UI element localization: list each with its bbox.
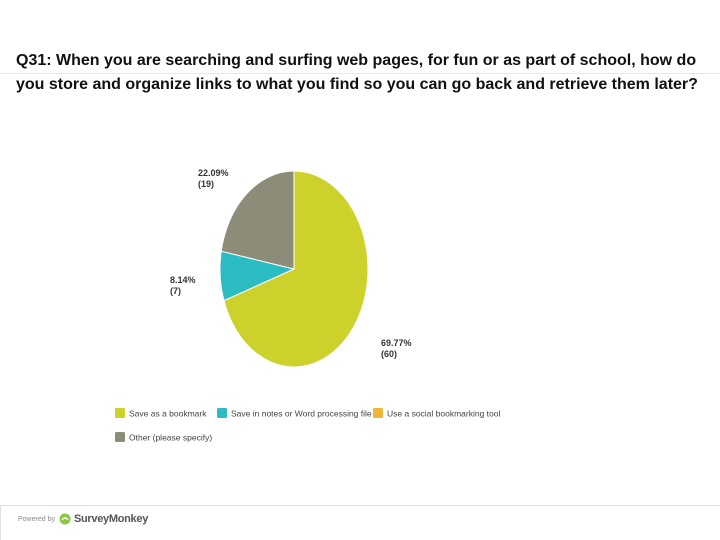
legend-label-3: Other (please specify): [129, 433, 212, 443]
data-label-percent-3: 22.09%: [198, 168, 229, 178]
legend-swatch-2: [373, 408, 383, 418]
legend-swatch-0: [115, 408, 125, 418]
surveymonkey-logo-icon: [59, 513, 71, 525]
data-label-count-0: (60): [381, 349, 397, 359]
data-label-percent-1: 8.14%: [170, 275, 196, 285]
footer-divider: [0, 505, 720, 506]
footer: Powered by SurveyMonkey: [18, 513, 148, 525]
legend-label-2: Use a social bookmarking tool: [387, 409, 501, 419]
legend-label-0: Save as a bookmark: [129, 409, 207, 419]
question-title: Q31: When you are searching and surfing …: [16, 52, 698, 93]
footer-side-divider: [0, 505, 1, 540]
data-label-count-1: (7): [170, 286, 181, 296]
data-label-count-3: (19): [198, 179, 214, 189]
powered-by-text: Powered by: [18, 515, 55, 523]
data-label-percent-0: 69.77%: [381, 338, 412, 348]
pie-slice-0: [223, 170, 369, 368]
legend-swatch-1: [217, 408, 227, 418]
legend-label-1: Save in notes or Word processing file: [231, 409, 372, 419]
pie-chart: 69.77%(60) 8.14%(7) 22.09%(19) Save as a b…: [115, 168, 501, 443]
surveymonkey-brand: SurveyMonkey: [73, 513, 149, 525]
legend-swatch-3: [115, 432, 125, 442]
pie-slice-3: [220, 170, 295, 270]
header-divider: [0, 73, 720, 74]
